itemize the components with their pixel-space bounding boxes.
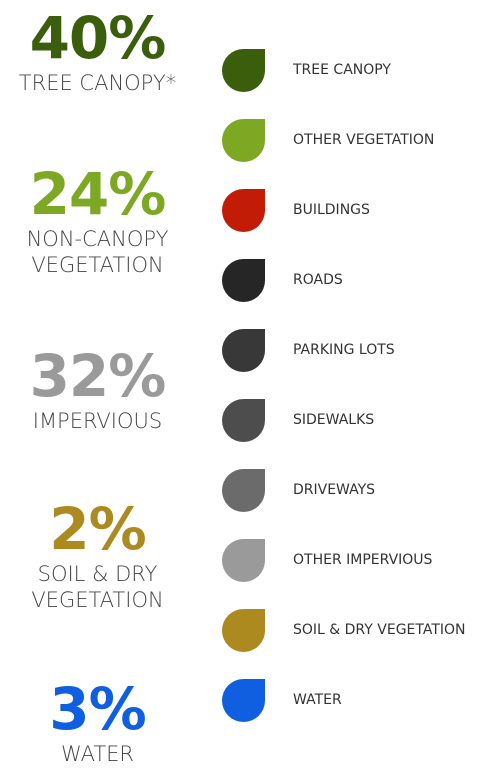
legend-item: SIDEWALKS — [222, 398, 374, 442]
stat-label: WATER — [60, 742, 135, 766]
legend-item: TREE CANOPY — [222, 48, 391, 92]
stat: 24% NON-CANOPY VEGETATION — [0, 162, 195, 278]
legend-item: WATER — [222, 678, 342, 722]
legend-item: ROADS — [222, 258, 343, 302]
stat-value: 24% — [29, 160, 167, 228]
legend-label: TREE CANOPY — [293, 62, 391, 78]
legend-item: SOIL & DRY VEGETATION — [222, 608, 466, 652]
legend-swatch — [222, 48, 265, 92]
legend-label: OTHER VEGETATION — [293, 132, 435, 148]
stat: 40% TREE CANOPY* — [0, 6, 195, 96]
stat-label: NON-CANOPY VEGETATION — [26, 227, 169, 277]
legend-swatch — [222, 118, 265, 162]
stat-label: SOIL & DRY VEGETATION — [31, 562, 164, 612]
stat-label: IMPERVIOUS — [32, 409, 163, 433]
legend-swatch — [222, 468, 265, 512]
legend-item: PARKING LOTS — [222, 328, 395, 372]
legend-swatch — [222, 258, 265, 302]
legend-swatch — [222, 678, 265, 722]
stat-value: 3% — [49, 675, 146, 743]
legend-label: DRIVEWAYS — [293, 482, 376, 498]
stat: 32% IMPERVIOUS — [0, 344, 195, 434]
legend-swatch — [222, 398, 265, 442]
legend-label: ROADS — [293, 272, 343, 288]
legend-item: OTHER IMPERVIOUS — [222, 538, 432, 582]
stat-value: 32% — [29, 342, 167, 410]
legend-label: WATER — [293, 692, 342, 708]
legend-label: BUILDINGS — [293, 202, 370, 218]
legend-item: OTHER VEGETATION — [222, 118, 434, 162]
legend-label: SIDEWALKS — [293, 412, 375, 428]
legend-swatch — [222, 608, 265, 652]
legend-label: PARKING LOTS — [293, 342, 395, 358]
legend-swatch — [222, 188, 265, 232]
legend-item: DRIVEWAYS — [222, 468, 375, 512]
legend-swatch — [222, 538, 265, 582]
stat-value: 2% — [49, 495, 146, 563]
legend-label: OTHER IMPERVIOUS — [293, 552, 433, 568]
stat-label: TREE CANOPY* — [18, 71, 177, 95]
stat: 3% WATER — [0, 677, 195, 767]
legend-item: BUILDINGS — [222, 188, 370, 232]
stat-value: 40% — [29, 4, 167, 72]
stat: 2% SOIL & DRY VEGETATION — [0, 497, 195, 613]
legend-label: SOIL & DRY VEGETATION — [293, 622, 466, 638]
legend-swatch — [222, 328, 265, 372]
